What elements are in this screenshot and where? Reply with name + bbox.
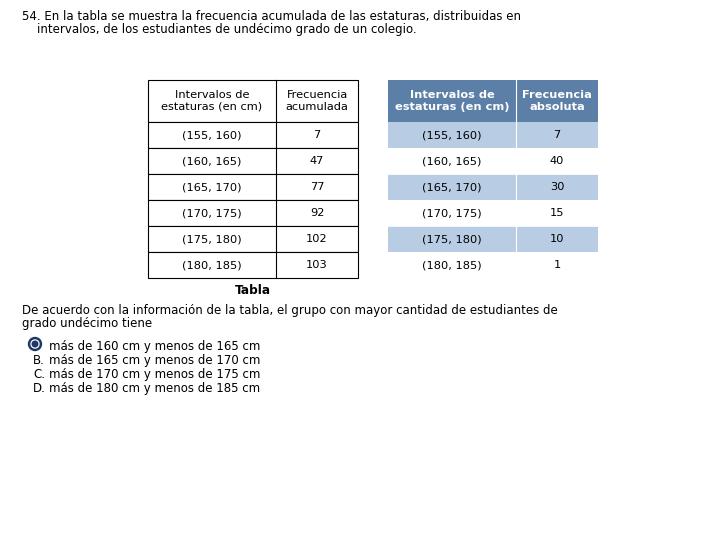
Bar xyxy=(148,252,358,278)
Text: (155, 160): (155, 160) xyxy=(182,130,242,140)
Text: B.: B. xyxy=(33,354,45,367)
Text: (160, 165): (160, 165) xyxy=(423,156,482,166)
Text: 1: 1 xyxy=(554,260,561,270)
Text: C.: C. xyxy=(33,368,45,381)
Text: Frecuencia
absoluta: Frecuencia absoluta xyxy=(522,90,592,112)
Text: Tabla: Tabla xyxy=(235,284,271,297)
Bar xyxy=(148,148,358,174)
Text: (180, 185): (180, 185) xyxy=(182,260,242,270)
Text: 7: 7 xyxy=(554,130,561,140)
Text: 7: 7 xyxy=(313,130,320,140)
Text: Frecuencia
acumulada: Frecuencia acumulada xyxy=(286,90,348,112)
Text: 92: 92 xyxy=(310,208,324,218)
Text: (180, 185): (180, 185) xyxy=(422,260,482,270)
Text: 47: 47 xyxy=(310,156,324,166)
Text: más de 165 cm y menos de 170 cm: más de 165 cm y menos de 170 cm xyxy=(49,354,261,367)
Text: (170, 175): (170, 175) xyxy=(182,208,242,218)
Bar xyxy=(148,122,358,148)
Text: D.: D. xyxy=(33,382,46,395)
Bar xyxy=(148,174,358,200)
Text: Intervalos de
estaturas (en cm): Intervalos de estaturas (en cm) xyxy=(395,90,509,112)
Bar xyxy=(388,252,598,278)
Text: 40: 40 xyxy=(550,156,564,166)
Text: más de 160 cm y menos de 165 cm: más de 160 cm y menos de 165 cm xyxy=(49,340,261,353)
Bar xyxy=(148,226,358,252)
Text: 77: 77 xyxy=(310,182,324,192)
Text: (155, 160): (155, 160) xyxy=(422,130,482,140)
Text: De acuerdo con la información de la tabla, el grupo con mayor cantidad de estudi: De acuerdo con la información de la tabl… xyxy=(22,304,558,317)
Text: intervalos, de los estudiantes de undécimo grado de un colegio.: intervalos, de los estudiantes de undéci… xyxy=(22,23,417,36)
Circle shape xyxy=(31,340,39,348)
Text: (160, 165): (160, 165) xyxy=(182,156,242,166)
Text: 10: 10 xyxy=(550,234,564,244)
Text: (165, 170): (165, 170) xyxy=(422,182,482,192)
Bar xyxy=(148,200,358,226)
Bar xyxy=(388,148,598,174)
Text: 54. En la tabla se muestra la frecuencia acumulada de las estaturas, distribuida: 54. En la tabla se muestra la frecuencia… xyxy=(22,10,521,23)
Text: más de 170 cm y menos de 175 cm: más de 170 cm y menos de 175 cm xyxy=(49,368,261,381)
Text: grado undécimo tiene: grado undécimo tiene xyxy=(22,317,152,330)
Circle shape xyxy=(29,338,42,350)
Bar xyxy=(388,122,598,148)
Circle shape xyxy=(32,341,37,347)
Bar xyxy=(388,80,598,122)
Text: 30: 30 xyxy=(550,182,564,192)
Text: 102: 102 xyxy=(306,234,328,244)
Text: 103: 103 xyxy=(306,260,328,270)
Bar xyxy=(388,200,598,226)
Text: (170, 175): (170, 175) xyxy=(422,208,482,218)
Text: más de 180 cm y menos de 185 cm: más de 180 cm y menos de 185 cm xyxy=(49,382,260,395)
Bar xyxy=(388,226,598,252)
Text: 15: 15 xyxy=(550,208,564,218)
Bar xyxy=(388,174,598,200)
Bar xyxy=(148,80,358,122)
Text: (165, 170): (165, 170) xyxy=(182,182,242,192)
Text: (175, 180): (175, 180) xyxy=(182,234,242,244)
Text: (175, 180): (175, 180) xyxy=(422,234,482,244)
Text: Intervalos de
estaturas (en cm): Intervalos de estaturas (en cm) xyxy=(161,90,263,112)
